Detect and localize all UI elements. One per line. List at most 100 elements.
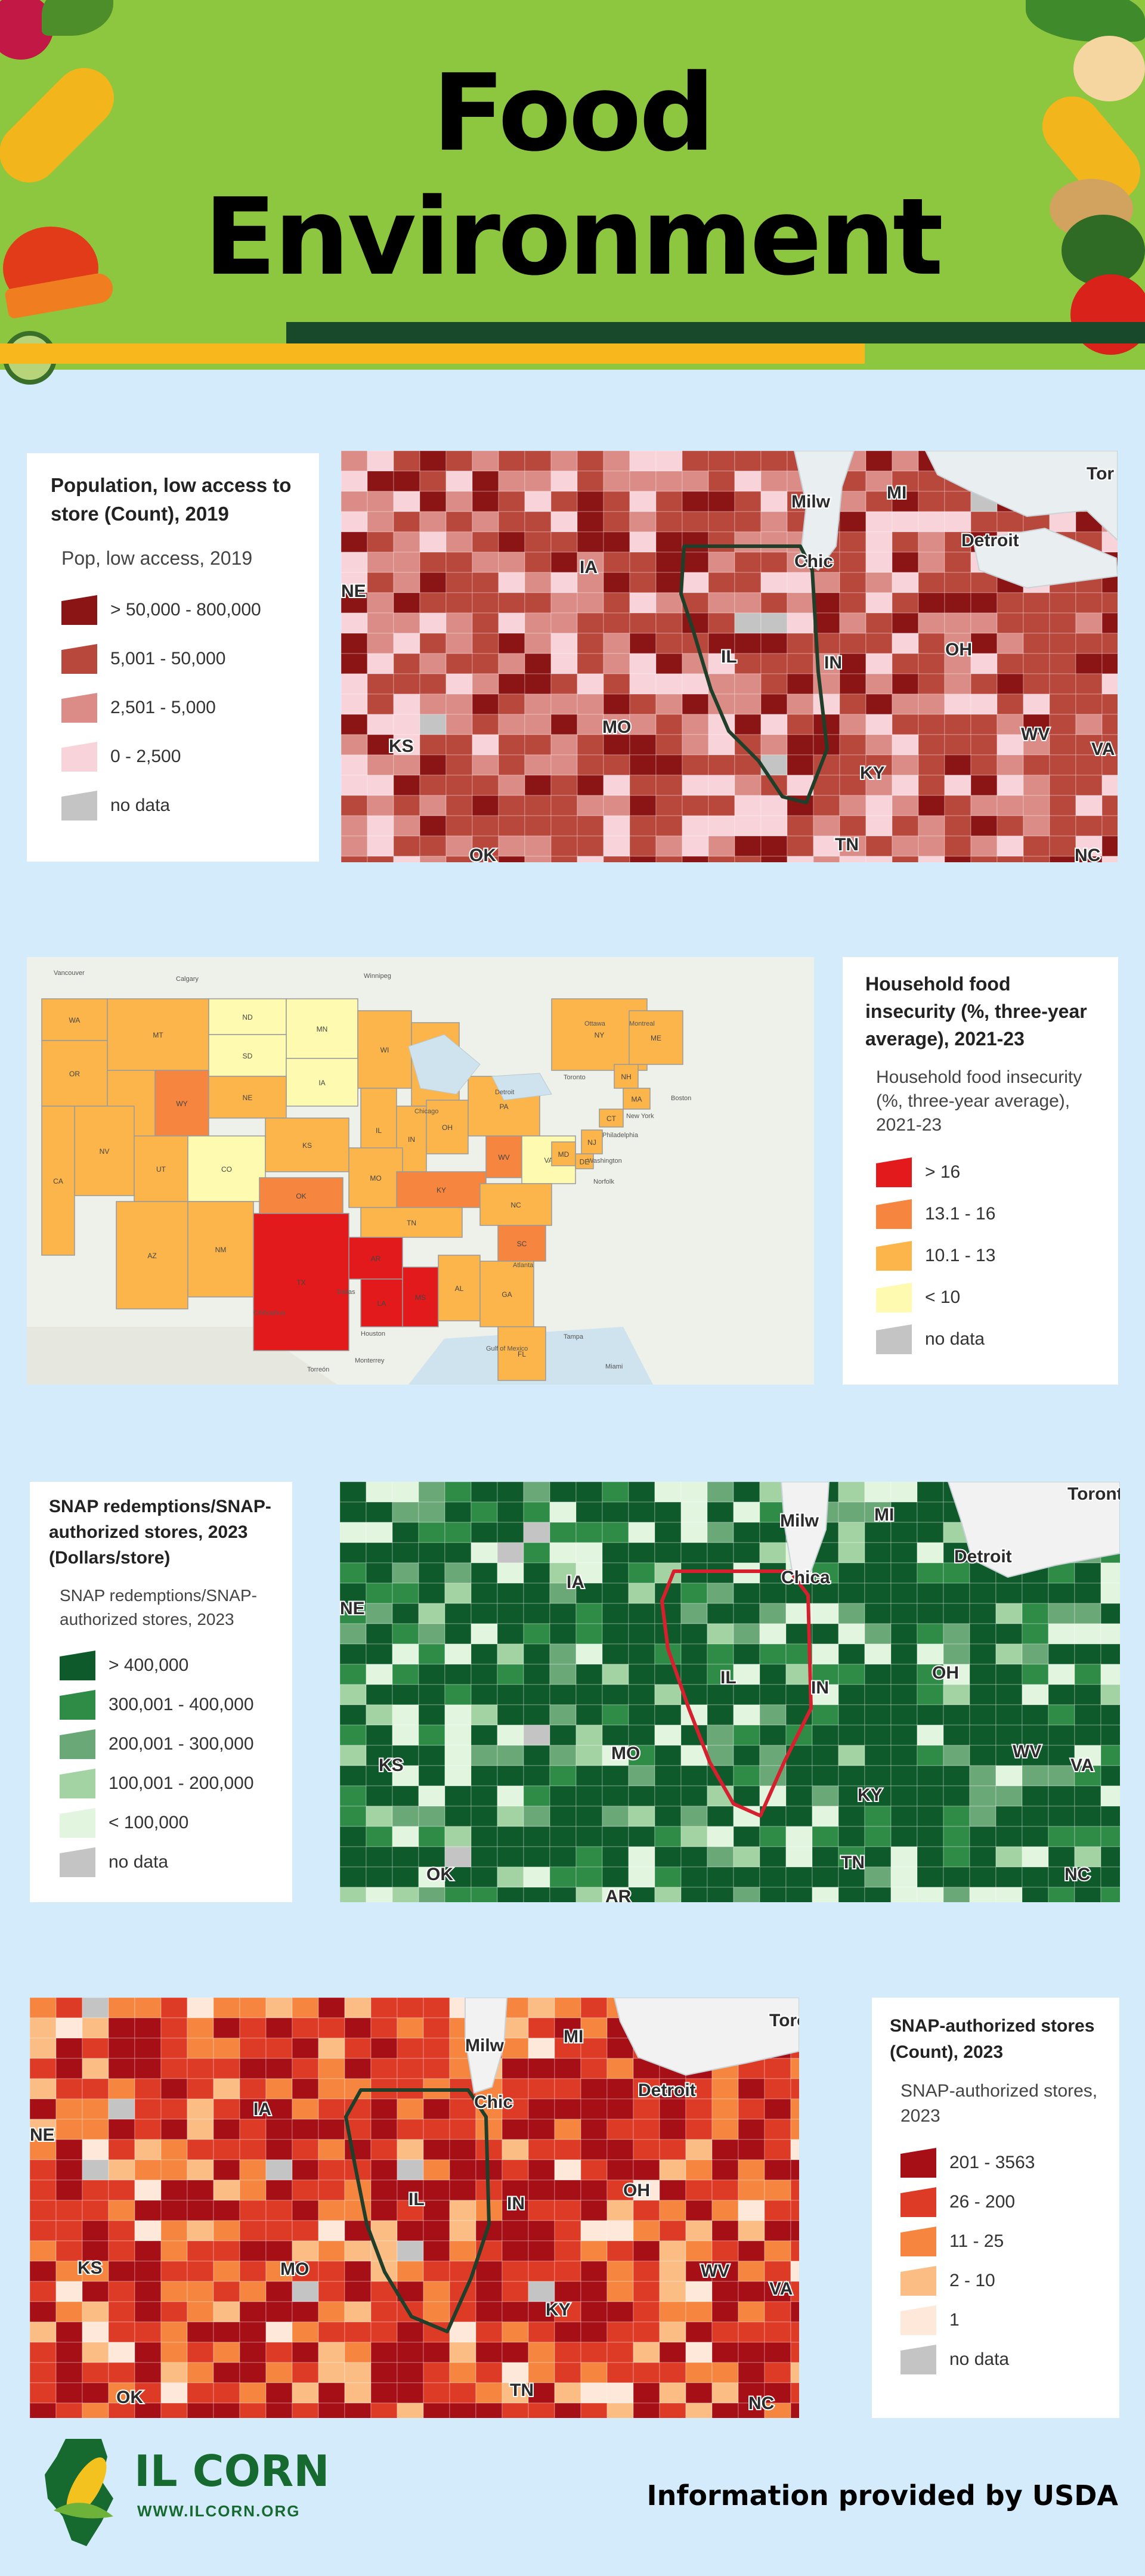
state-shape <box>360 1207 463 1238</box>
legend-label: no data <box>949 2349 1010 2369</box>
state-shape <box>259 1177 344 1214</box>
city-label: Atlanta <box>513 1262 534 1269</box>
legend-title: SNAP-authorized stores (Count), 2023 <box>890 2016 1095 2062</box>
state-shape <box>479 1183 552 1226</box>
legend-swatch <box>60 1769 95 1798</box>
state-label: NC <box>510 1201 521 1209</box>
map-food-insecurity: WAMTNDMNORIDSDWIMIWYIANENYNVUTCOILINOHPA… <box>27 957 814 1385</box>
legend-label: > 16 <box>925 1162 961 1182</box>
state-shape <box>107 998 209 1071</box>
state-label: DE <box>580 1158 590 1166</box>
legend-label: 2 - 10 <box>949 2271 995 2290</box>
state-label: OH <box>442 1123 453 1132</box>
map-label: Chic <box>794 552 833 571</box>
legend-label: 1 <box>949 2310 960 2330</box>
map-label: AR <box>605 1887 632 1902</box>
city-label: Monterrey <box>355 1357 385 1364</box>
state-shape <box>360 1278 403 1327</box>
state-shape <box>187 1201 254 1298</box>
legend-label: no data <box>110 795 171 815</box>
state-shape <box>581 1129 603 1154</box>
state-shape <box>41 1106 75 1256</box>
map-label: Detroit <box>638 2080 696 2100</box>
state-label: CT <box>606 1114 617 1123</box>
legend-item: > 16 <box>876 1151 1096 1193</box>
map-label: IA <box>253 2100 271 2119</box>
legend-label: 200,001 - 300,000 <box>109 1734 254 1754</box>
state-label: IA <box>318 1079 325 1087</box>
city-label: Torreón <box>307 1366 329 1373</box>
legend-swatch <box>876 1157 912 1187</box>
state-shape <box>74 1106 135 1196</box>
state-label: MD <box>558 1150 570 1159</box>
state-label: WV <box>498 1153 509 1162</box>
legend-label: > 50,000 - 800,000 <box>110 600 261 620</box>
state-shape <box>116 1201 188 1309</box>
legend-swatch <box>60 1847 95 1877</box>
map-label: IA <box>567 1572 584 1592</box>
map-label: MO <box>280 2259 309 2279</box>
legend-item: 11 - 25 <box>900 2222 1101 2261</box>
legend-label: > 400,000 <box>109 1655 189 1675</box>
state-shape <box>402 1267 439 1327</box>
map-label: VA <box>1091 739 1115 759</box>
state-label: ND <box>242 1013 253 1021</box>
map-label: IN <box>507 2194 525 2213</box>
map-label: VA <box>769 2279 793 2299</box>
state-label: NY <box>595 1031 605 1039</box>
state-label: NJ <box>587 1138 596 1147</box>
state-label: MN <box>317 1025 328 1033</box>
city-label: Tampa <box>564 1333 584 1340</box>
state-shape <box>479 1261 534 1327</box>
map-label: WV <box>1021 724 1050 744</box>
map-label: OH <box>932 1663 959 1683</box>
legend-item: < 100,000 <box>60 1803 273 1843</box>
map-label: TN <box>841 1853 865 1872</box>
map-label: Chic <box>474 2092 513 2112</box>
map-label: Detroit <box>954 1547 1012 1566</box>
city-label: Gulf of Mexico <box>486 1345 528 1352</box>
state-label: KS <box>302 1141 312 1150</box>
city-label: Houston <box>361 1330 385 1337</box>
map-label: OH <box>623 2181 650 2200</box>
legend-label: < 10 <box>925 1287 961 1307</box>
legend-title: Population, low access to store (Count),… <box>51 474 292 525</box>
map-label: KY <box>860 763 885 783</box>
state-shape <box>348 1237 403 1280</box>
map-label: Milw <box>791 492 831 512</box>
map-label: KS <box>379 1755 404 1775</box>
legend-swatch <box>61 791 97 821</box>
map-label: OK <box>426 1865 453 1884</box>
map-snap-stores: Milw MI Toro NE IA Chic Detroit IL IN OH KS MO KY WV V… <box>30 1998 799 2418</box>
state-shape <box>614 1064 639 1089</box>
city-label: Washington <box>587 1157 622 1165</box>
ilcorn-logo[interactable]: IL CORN WWW.ILCORN.ORG <box>30 2433 329 2552</box>
map-low-access: Milw MI Tor NE IA Chic Detroit IL IN OH KS MO KY WV VA… <box>341 451 1118 862</box>
state-label: NM <box>215 1246 227 1254</box>
map-label: Milw <box>780 1511 819 1531</box>
legend-label: no data <box>925 1329 985 1349</box>
state-shape <box>265 1117 349 1172</box>
legend-swatch <box>60 1808 95 1838</box>
map-label: KY <box>858 1785 883 1805</box>
legend-label: no data <box>109 1852 169 1872</box>
map-label: MI <box>887 483 906 503</box>
map-label: TN <box>835 835 859 854</box>
legend-label: 201 - 3563 <box>949 2153 1035 2172</box>
state-label: MT <box>153 1031 163 1039</box>
legend-item: 10.1 - 13 <box>876 1235 1096 1277</box>
city-label: Boston <box>671 1095 691 1102</box>
map-label: MI <box>874 1505 894 1525</box>
legend-subtitle: Household food insecurity (%, three-year… <box>876 1067 1082 1135</box>
legend-item: 201 - 3563 <box>900 2143 1101 2182</box>
state-shape <box>134 1135 188 1202</box>
legend-swatch <box>876 1324 912 1354</box>
city-label: New York <box>626 1113 654 1120</box>
map-label: IA <box>580 558 598 577</box>
state-label: IN <box>408 1135 415 1144</box>
legend-swatch <box>61 644 97 674</box>
header-banner <box>0 0 1145 370</box>
city-label: Vancouver <box>54 970 85 977</box>
state-label: ME <box>651 1034 661 1042</box>
state-shape <box>187 1135 266 1202</box>
